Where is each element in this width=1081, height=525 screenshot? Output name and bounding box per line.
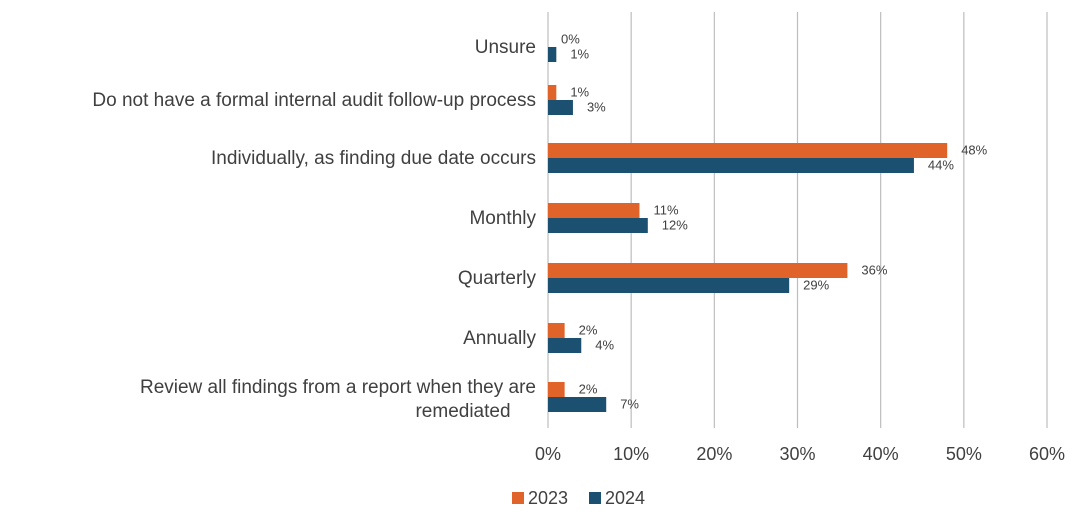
data-label: 2% xyxy=(579,382,598,397)
bar-2023 xyxy=(548,263,848,278)
legend-swatch xyxy=(589,492,601,504)
category-label: Monthly xyxy=(469,208,536,229)
data-label: 36% xyxy=(861,263,887,278)
x-tick-label: 40% xyxy=(863,444,899,464)
data-label: 44% xyxy=(928,158,954,173)
bar-2023 xyxy=(548,323,565,338)
x-tick-labels: 0% 10% 20% 30% 40% 50% 60% xyxy=(535,444,1065,464)
bar-2024 xyxy=(548,100,573,115)
bar-2024 xyxy=(548,158,914,173)
data-label: 7% xyxy=(620,397,639,412)
data-labels: 0%1%48%11%36%2%2%1%3%44%12%29%4%7% xyxy=(561,32,988,412)
category-label: Review all findings from a report when t… xyxy=(140,377,536,422)
x-tick-label: 10% xyxy=(613,444,649,464)
bar-2023 xyxy=(548,85,557,100)
data-label: 2% xyxy=(579,323,598,338)
legend-swatch xyxy=(512,492,524,504)
data-label: 12% xyxy=(662,218,688,233)
bar-2023 xyxy=(548,203,640,218)
x-tick-label: 20% xyxy=(696,444,732,464)
category-label: Individually, as finding due date occurs xyxy=(211,148,536,169)
data-label: 1% xyxy=(570,85,589,100)
legend-label: 2024 xyxy=(605,488,645,508)
x-tick-label: 50% xyxy=(946,444,982,464)
category-label: Do not have a formal internal audit foll… xyxy=(92,90,536,111)
data-label: 1% xyxy=(570,47,589,62)
data-label: 11% xyxy=(653,203,678,218)
x-tick-label: 30% xyxy=(779,444,815,464)
bars xyxy=(548,47,948,412)
legend: 2023 2024 xyxy=(512,488,645,508)
x-tick-label: 0% xyxy=(535,444,561,464)
bar-2024 xyxy=(548,218,648,233)
bar-2024 xyxy=(548,338,582,353)
legend-label: 2023 xyxy=(528,488,568,508)
data-label: 3% xyxy=(587,100,606,115)
bar-2023 xyxy=(548,143,948,158)
bar-2023 xyxy=(548,382,565,397)
category-label: Unsure xyxy=(475,37,536,58)
data-label: 29% xyxy=(803,278,829,293)
category-labels: Unsure Do not have a formal internal audi… xyxy=(92,37,536,422)
category-label: Quarterly xyxy=(458,268,537,289)
data-label: 4% xyxy=(595,338,614,353)
gridlines xyxy=(547,12,1048,428)
bar-2024 xyxy=(548,278,790,293)
data-label: 0% xyxy=(561,32,580,47)
bar-2024 xyxy=(548,47,557,62)
x-tick-label: 60% xyxy=(1029,444,1065,464)
data-label: 48% xyxy=(961,143,987,158)
category-label: Annually xyxy=(463,328,536,349)
bar-2024 xyxy=(548,397,607,412)
